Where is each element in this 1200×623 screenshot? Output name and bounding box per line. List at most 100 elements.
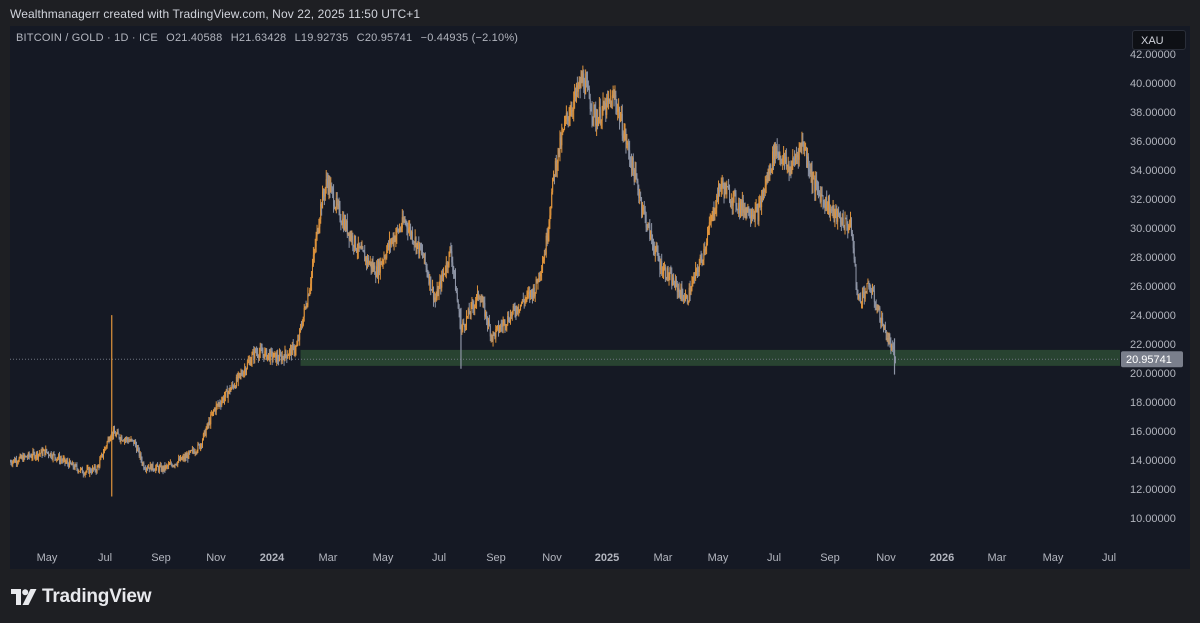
y-axis-tick-label: 16.00000: [1130, 426, 1176, 438]
candle-body: [696, 268, 698, 272]
candle-body: [677, 288, 679, 293]
candle-body: [737, 208, 739, 210]
candle-body: [728, 187, 730, 190]
candle-body: [300, 326, 302, 330]
candle-body: [378, 261, 380, 273]
candle-body: [773, 151, 775, 163]
candle-body: [581, 77, 583, 83]
candle-body: [570, 110, 572, 116]
candle-body: [36, 452, 38, 458]
y-axis-tick-label: 38.00000: [1130, 107, 1176, 119]
candle-body: [154, 470, 156, 471]
candle-body: [212, 411, 214, 415]
candle-body: [462, 322, 464, 327]
candle-body: [290, 347, 292, 356]
candle-body: [594, 104, 596, 111]
candle-body: [301, 325, 303, 327]
candle-body: [393, 236, 395, 244]
candle-body: [17, 461, 19, 463]
candle-body: [838, 210, 840, 217]
candle-body: [334, 207, 336, 209]
candle-body: [95, 470, 97, 472]
candle-body: [517, 306, 519, 312]
candle-body: [289, 349, 291, 355]
candle-body: [132, 439, 134, 441]
candle-body: [148, 467, 150, 470]
candle-body: [484, 302, 486, 317]
candle-body: [46, 449, 48, 453]
candle-body: [439, 280, 441, 286]
candle-body: [303, 308, 305, 317]
candle-body: [405, 221, 407, 223]
chart-panel[interactable]: 42.00000 40.00000 38.00000 36.00000 34.00000…: [10, 26, 1190, 569]
candle-body: [795, 156, 797, 161]
candle-body: [698, 264, 700, 272]
candle-body: [547, 232, 549, 241]
candle-body: [254, 349, 256, 359]
candle-body: [609, 100, 611, 102]
tradingview-wordmark: TradingView: [42, 586, 152, 607]
candle-body: [634, 169, 636, 182]
candle-body: [164, 465, 166, 470]
candle-body: [651, 230, 653, 240]
candle-body: [694, 275, 696, 279]
candle-body: [47, 452, 49, 455]
candle-body: [355, 235, 357, 250]
candle-body: [267, 354, 269, 360]
candle-body: [266, 349, 268, 360]
candle-body: [309, 290, 311, 296]
candle-body: [410, 226, 412, 236]
tradingview-logo[interactable]: TradingView: [11, 586, 152, 608]
symbol-badge[interactable]: XAU: [1132, 30, 1186, 50]
candle-body: [77, 468, 79, 472]
candle-body: [150, 464, 152, 471]
candle-body: [426, 267, 428, 274]
candle-body: [471, 303, 473, 305]
candle-body: [800, 144, 802, 146]
candle-body: [483, 300, 485, 303]
candle-body: [366, 257, 368, 263]
candle-body: [441, 274, 443, 288]
candle-body: [10, 461, 11, 463]
candle-body: [316, 228, 318, 237]
candle-body: [25, 456, 27, 457]
candle-body: [363, 250, 365, 253]
candle-body: [354, 235, 356, 248]
candle-body: [380, 261, 382, 265]
candle-body: [19, 455, 21, 458]
candle-body: [640, 197, 642, 199]
candle-body: [310, 283, 312, 291]
candle-body: [723, 187, 725, 197]
candle-body: [432, 286, 434, 300]
candle-body: [828, 201, 830, 215]
candle-body: [619, 108, 621, 122]
candle-body: [308, 294, 310, 296]
candle-body: [221, 401, 223, 405]
price-chart[interactable]: 42.00000 40.00000 38.00000 36.00000 34.00000…: [10, 26, 1190, 569]
candle-body: [461, 326, 463, 330]
candle-body: [357, 242, 359, 252]
candle-body: [15, 459, 17, 464]
candle-body: [107, 438, 109, 442]
candle-body: [778, 153, 780, 158]
candle-body: [470, 304, 472, 315]
candle-body: [259, 347, 261, 353]
candle-body: [342, 218, 344, 225]
candle-body: [203, 430, 205, 434]
candle-body: [188, 451, 190, 459]
candle-body: [585, 80, 587, 95]
candle-body: [263, 354, 265, 359]
candle-body: [600, 120, 602, 124]
candle-body: [159, 465, 161, 467]
candle-body: [753, 214, 755, 220]
candle-body: [571, 110, 573, 112]
candle-body: [348, 232, 350, 240]
candle-body: [385, 257, 387, 259]
candle-body: [673, 277, 675, 285]
candle-body: [649, 224, 651, 240]
candle-body: [424, 253, 426, 264]
candle-body: [268, 353, 270, 361]
candle-body: [82, 473, 84, 475]
candle-body: [232, 384, 234, 386]
candle-body: [474, 305, 476, 309]
